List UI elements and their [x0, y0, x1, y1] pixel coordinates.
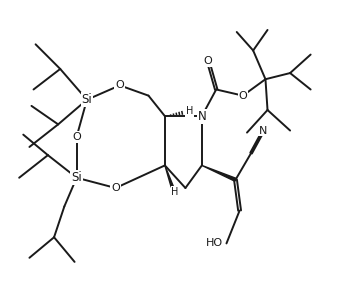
Polygon shape	[202, 165, 236, 181]
Text: O: O	[115, 80, 124, 90]
Text: HO: HO	[206, 238, 223, 249]
Text: O: O	[203, 56, 212, 66]
Text: H: H	[171, 187, 179, 197]
Polygon shape	[165, 165, 173, 187]
Text: H: H	[186, 106, 193, 116]
Text: Si: Si	[71, 171, 82, 184]
Text: Si: Si	[81, 93, 92, 106]
Text: N: N	[259, 125, 268, 136]
Text: O: O	[111, 183, 120, 193]
Text: N: N	[197, 110, 206, 123]
Text: O: O	[239, 91, 247, 101]
Text: O: O	[72, 132, 81, 142]
